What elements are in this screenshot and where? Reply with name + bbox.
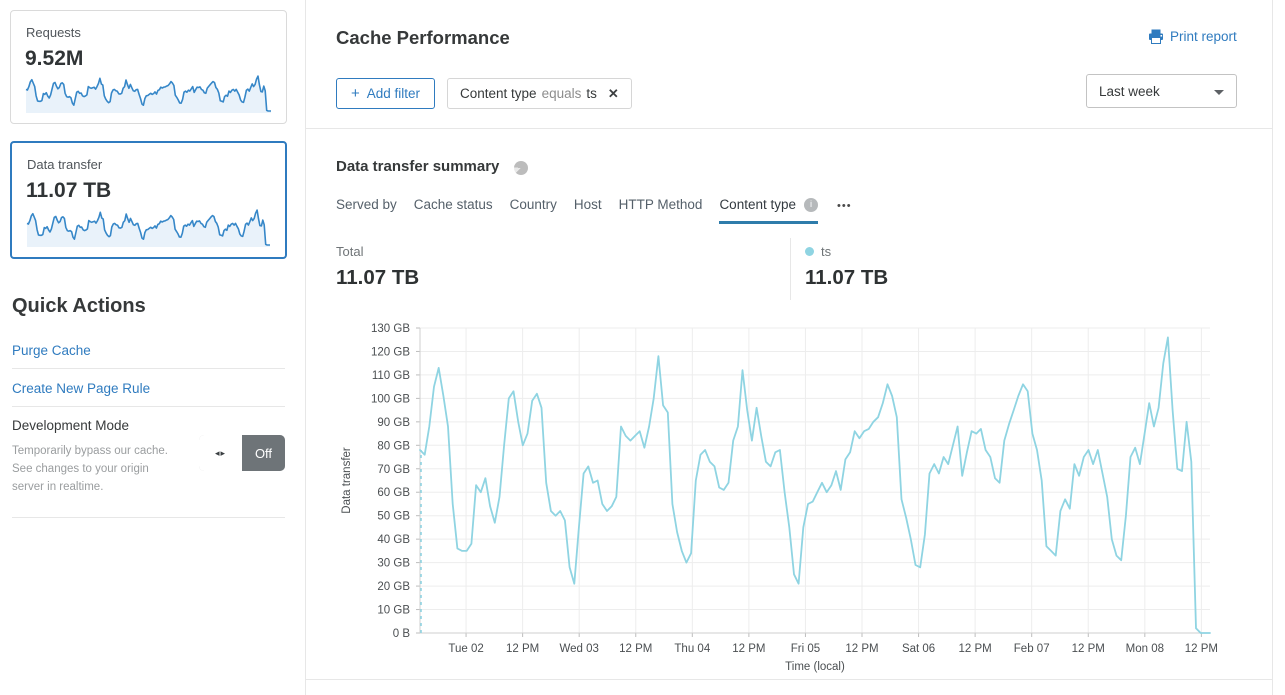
svg-text:60 GB: 60 GB bbox=[377, 487, 410, 499]
svg-text:70 GB: 70 GB bbox=[377, 464, 410, 476]
tab-country[interactable]: Country bbox=[510, 197, 557, 221]
tab-content-type[interactable]: Content type i bbox=[719, 197, 818, 224]
svg-text:12 PM: 12 PM bbox=[732, 643, 765, 655]
svg-text:Data transfer: Data transfer bbox=[341, 447, 353, 514]
svg-text:12 PM: 12 PM bbox=[1072, 643, 1105, 655]
svg-text:Feb 07: Feb 07 bbox=[1014, 643, 1050, 655]
printer-icon bbox=[1149, 29, 1163, 44]
create-page-rule-link[interactable]: Create New Page Rule bbox=[12, 381, 151, 396]
quick-actions-heading: Quick Actions bbox=[12, 295, 146, 317]
svg-text:Mon 08: Mon 08 bbox=[1126, 643, 1164, 655]
tab-label: Cache status bbox=[413, 197, 493, 212]
svg-text:12 PM: 12 PM bbox=[845, 643, 878, 655]
svg-text:Tue 02: Tue 02 bbox=[448, 643, 483, 655]
data-transfer-sparkline bbox=[26, 209, 270, 247]
filter-chip[interactable]: Content type equals ts ✕ bbox=[447, 78, 632, 109]
requests-card-label: Requests bbox=[26, 25, 81, 40]
filter-chip-field: Content type bbox=[460, 86, 537, 101]
tab-label: Host bbox=[573, 197, 602, 212]
ts-legend-dot bbox=[805, 247, 814, 256]
dev-mode-arrows-icon: ◂▸ bbox=[199, 435, 242, 471]
svg-text:40 GB: 40 GB bbox=[377, 534, 410, 546]
tab-label: Served by bbox=[336, 197, 397, 212]
svg-text:0 B: 0 B bbox=[393, 628, 411, 640]
svg-text:80 GB: 80 GB bbox=[377, 440, 410, 452]
svg-text:110 GB: 110 GB bbox=[372, 370, 410, 382]
time-series-plot: 0 B 10 GB 20 GB 30 GB 40 GB 50 GB 60 GB 70 GB 80… bbox=[341, 323, 1218, 673]
purge-cache-link[interactable]: Purge Cache bbox=[12, 343, 91, 358]
requests-metric-card[interactable]: Requests 9.52M bbox=[10, 10, 287, 124]
data-transfer-card-value: 11.07 TB bbox=[26, 179, 112, 202]
summary-title: Data transfer summary bbox=[336, 158, 500, 175]
qa-divider-2 bbox=[12, 406, 285, 407]
add-filter-button[interactable]: + Add filter bbox=[336, 78, 436, 109]
filter-chip-close-icon[interactable]: ✕ bbox=[607, 85, 619, 101]
svg-text:90 GB: 90 GB bbox=[377, 417, 410, 429]
chevron-down-icon bbox=[1214, 90, 1224, 95]
qa-divider-1 bbox=[12, 368, 285, 369]
dev-mode-toggle-state: Off bbox=[242, 435, 285, 471]
sidebar-divider bbox=[305, 0, 306, 695]
svg-text:120 GB: 120 GB bbox=[371, 346, 410, 358]
stats-divider bbox=[790, 238, 791, 300]
print-report-label: Print report bbox=[1170, 29, 1237, 44]
pie-timer-icon bbox=[514, 161, 528, 175]
tab-served-by[interactable]: Served by bbox=[336, 197, 397, 221]
total-label: Total bbox=[336, 244, 364, 259]
svg-text:Wed 03: Wed 03 bbox=[559, 643, 598, 655]
tab-host[interactable]: Host bbox=[574, 197, 602, 221]
tab-cache-status[interactable]: Cache status bbox=[414, 197, 493, 221]
svg-text:Fri 05: Fri 05 bbox=[791, 643, 820, 655]
tab-http-method[interactable]: HTTP Method bbox=[619, 197, 703, 221]
data-transfer-metric-card[interactable]: Data transfer 11.07 TB bbox=[10, 141, 287, 259]
time-range-value: Last week bbox=[1099, 83, 1160, 99]
data-transfer-card-label: Data transfer bbox=[27, 157, 103, 172]
svg-text:Thu 04: Thu 04 bbox=[674, 643, 710, 655]
header-divider bbox=[306, 128, 1272, 129]
dev-mode-description: Temporarily bypass our cache. See change… bbox=[12, 445, 168, 493]
info-icon[interactable]: i bbox=[804, 197, 818, 212]
page-title: Cache Performance bbox=[336, 27, 510, 48]
svg-text:20 GB: 20 GB bbox=[377, 581, 410, 593]
section-bottom-divider bbox=[306, 679, 1272, 680]
qa-divider-3 bbox=[12, 517, 285, 518]
svg-text:12 PM: 12 PM bbox=[959, 643, 992, 655]
total-value: 11.07 TB bbox=[336, 266, 420, 289]
tab-label: Content type bbox=[719, 197, 796, 212]
print-report-button[interactable]: Print report bbox=[1148, 29, 1237, 44]
ts-legend-label: ts bbox=[821, 244, 832, 259]
svg-text:100 GB: 100 GB bbox=[371, 393, 410, 405]
tab-label: Country bbox=[509, 197, 557, 212]
ts-series-value: 11.07 TB bbox=[805, 266, 889, 289]
data-transfer-chart: 0 B 10 GB 20 GB 30 GB 40 GB 50 GB 60 GB 70 GB 80… bbox=[336, 318, 1241, 680]
dev-mode-toggle[interactable]: ◂▸ Off bbox=[199, 435, 285, 471]
more-tabs-icon[interactable]: ••• bbox=[837, 200, 852, 212]
tab-label: HTTP Method bbox=[618, 197, 703, 212]
time-range-select[interactable]: Last week bbox=[1086, 74, 1237, 108]
add-filter-label: Add filter bbox=[366, 86, 421, 101]
dev-mode-title: Development Mode bbox=[12, 418, 130, 433]
svg-text:12 PM: 12 PM bbox=[1185, 643, 1218, 655]
svg-text:30 GB: 30 GB bbox=[377, 558, 410, 570]
svg-text:50 GB: 50 GB bbox=[377, 511, 410, 523]
content-right-edge bbox=[1272, 0, 1273, 695]
requests-card-value: 9.52M bbox=[25, 47, 84, 70]
filter-chip-operator: equals bbox=[541, 86, 582, 101]
svg-text:Sat 06: Sat 06 bbox=[902, 643, 935, 655]
svg-text:12 PM: 12 PM bbox=[619, 643, 652, 655]
svg-text:130 GB: 130 GB bbox=[371, 323, 410, 335]
svg-text:Time (local): Time (local) bbox=[785, 661, 845, 673]
plus-icon: + bbox=[351, 85, 360, 102]
summary-tabs: Served by Cache status Country Host HTTP… bbox=[336, 197, 852, 224]
filter-chip-value: ts bbox=[586, 86, 597, 101]
svg-text:10 GB: 10 GB bbox=[377, 605, 410, 617]
requests-sparkline bbox=[25, 75, 271, 113]
svg-text:12 PM: 12 PM bbox=[506, 643, 539, 655]
